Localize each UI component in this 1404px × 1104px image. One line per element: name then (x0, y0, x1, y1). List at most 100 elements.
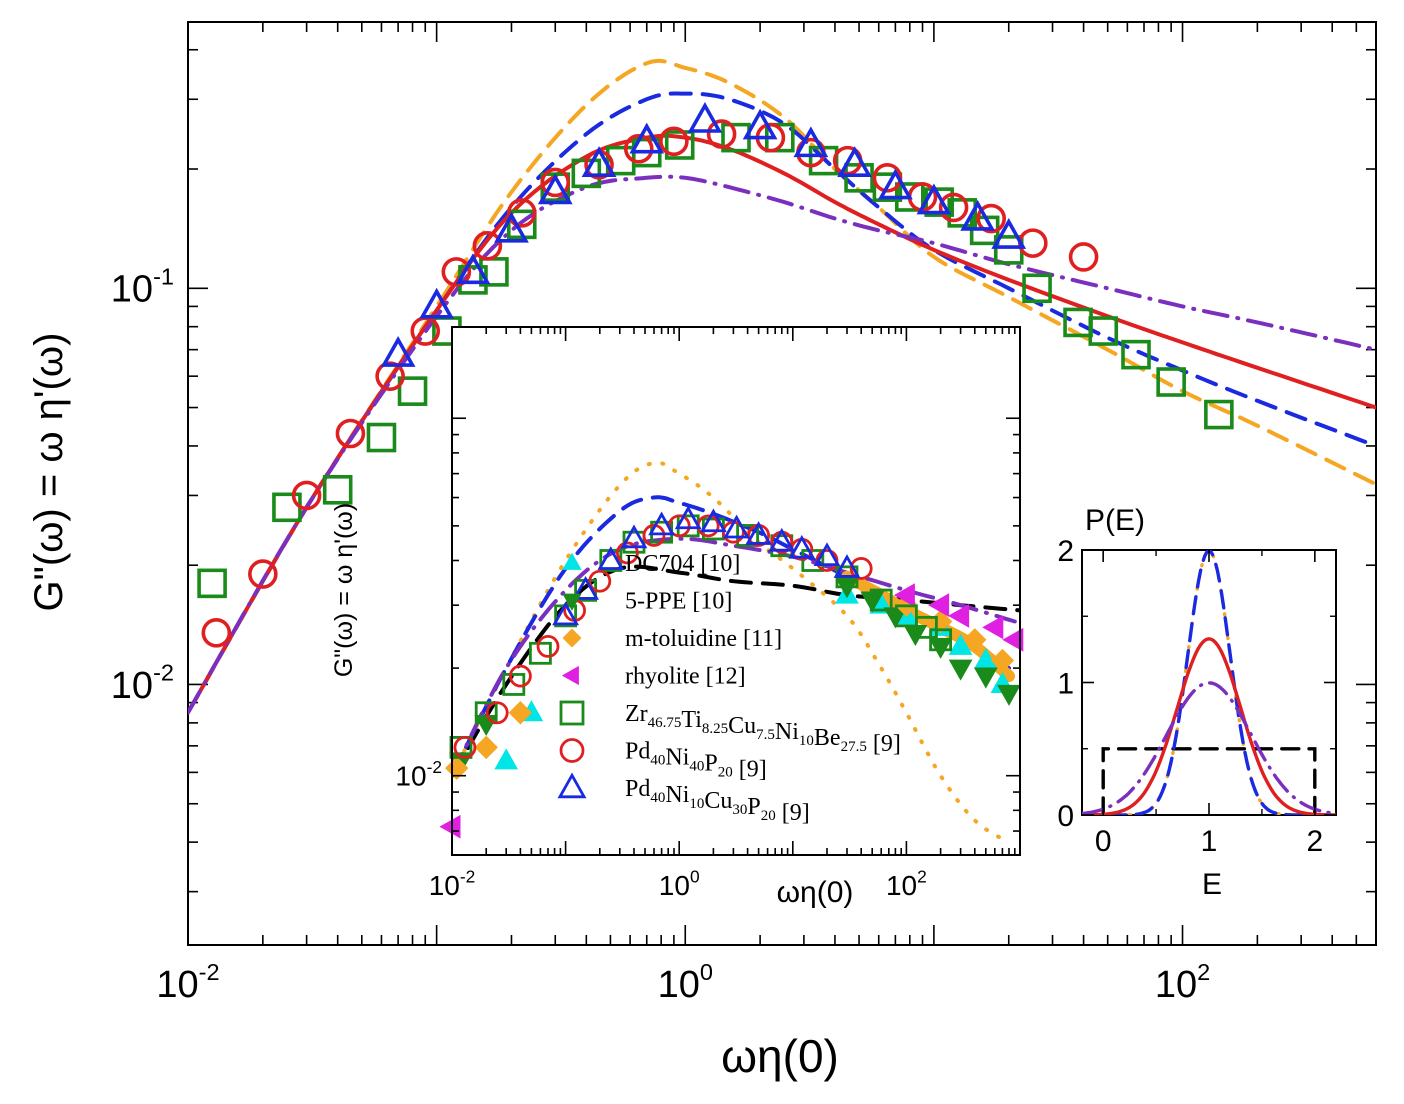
data-point (528, 641, 552, 665)
curve-dashdot-purple (1082, 681, 1336, 815)
curve-dashed-black (1101, 747, 1317, 815)
data-point (742, 108, 778, 140)
data-point (849, 557, 873, 580)
data-point (723, 514, 750, 539)
data-point (474, 735, 498, 760)
data-point (620, 524, 648, 549)
legend-marker (561, 665, 579, 686)
data-point (793, 126, 829, 158)
data-point (872, 172, 903, 202)
data-point (291, 480, 322, 511)
inset-left-legend: DC704 [10] 5-PPE [10] m-toluidine [11] rhyo… (557, 551, 901, 826)
data-point (494, 748, 519, 770)
data-point (877, 168, 913, 200)
x-tick-label: 2 (1306, 825, 1323, 858)
x-tick-label: 10-2 (429, 866, 476, 901)
data-point (813, 542, 841, 567)
data-point (915, 615, 938, 639)
legend-label: Zr46.75Ti8.25Cu7.5Ni10Be27.5 [9] (625, 701, 901, 757)
data-point (588, 569, 612, 593)
legend-marker (557, 772, 587, 799)
data-point (397, 376, 428, 406)
y-tick-label: 1 (1057, 668, 1074, 701)
data-point (1088, 316, 1119, 346)
data-point (648, 511, 676, 536)
data-point (1018, 228, 1048, 258)
legend-label: Pd40Ni40P20 [9] (625, 739, 767, 783)
x-tick-label: 100 (658, 959, 713, 1006)
data-point (893, 583, 915, 607)
main-frame (187, 21, 1377, 946)
x-tick-label: 100 (659, 866, 700, 901)
data-point (699, 508, 727, 533)
data-point (745, 521, 773, 545)
data-point (453, 735, 477, 759)
curve-solid-red (188, 133, 1376, 715)
curve-dashdot-purple (188, 174, 1376, 715)
inset-right-ylabel: P(E) (1085, 504, 1145, 537)
data-point (540, 167, 571, 198)
data-point (948, 633, 973, 655)
inset-right-curves (1082, 550, 1336, 815)
data-point (1068, 242, 1099, 272)
y-tick-label: 0 (1057, 800, 1074, 833)
data-point (335, 418, 366, 449)
inset-right-x-axis: 0 1 2 (1095, 550, 1323, 858)
data-point (997, 684, 1021, 706)
data-point (833, 554, 861, 578)
data-point (455, 253, 491, 285)
main-curves (188, 58, 1376, 715)
data-point (976, 203, 1006, 234)
data-point (928, 637, 953, 659)
inset-left-frame (451, 326, 1021, 856)
y-tick-label: 10-2 (111, 660, 174, 707)
legend-label: m-toluidine [11] (625, 626, 782, 652)
data-point (616, 541, 639, 565)
data-point (973, 667, 998, 689)
legend-marker (562, 628, 582, 648)
data-point (623, 133, 654, 164)
data-point (991, 218, 1027, 249)
data-point (439, 814, 461, 839)
x-tick-label: 102 (1155, 959, 1210, 1006)
data-point (597, 546, 625, 570)
data-point (1022, 273, 1052, 304)
series-triangle (552, 505, 861, 626)
data-point (869, 588, 893, 612)
data-point (248, 559, 278, 589)
curve-dashed-black (452, 564, 1020, 778)
data-point (916, 183, 952, 215)
legend-marker (562, 552, 582, 570)
inset-chart-left: 10-2 100 102 10-2 DC704 [10] 5-PPE [10] m-tolu… (395, 326, 1024, 901)
data-point (928, 593, 950, 618)
legend-marker (562, 593, 582, 611)
data-point (948, 659, 973, 681)
data-point (441, 257, 472, 287)
x-tick-label: 1 (1201, 825, 1218, 858)
data-point (419, 287, 455, 319)
legend-label: 5-PPE [10] (625, 589, 732, 615)
data-point (706, 119, 737, 149)
data-point (1121, 339, 1151, 370)
legend-label: Pd40Ni10Cu30P20 [9] (625, 776, 810, 826)
series-triangle-left-filled (439, 583, 1024, 839)
data-point (380, 336, 416, 367)
data-point (508, 664, 532, 688)
data-point (485, 701, 509, 725)
data-point (895, 604, 918, 628)
data-point (948, 604, 970, 628)
x-tick-label: 10-2 (156, 959, 219, 1006)
data-point (629, 122, 665, 154)
curve-dashdot-purple (452, 536, 1017, 778)
data-point (929, 628, 952, 652)
curve-dashed-orange (188, 58, 1376, 715)
data-point (960, 199, 996, 231)
legend-label: rhyolite [12] (625, 664, 746, 690)
data-point (508, 701, 533, 725)
data-point (963, 628, 987, 652)
data-point (1002, 627, 1024, 652)
inset-left-y-axis: 10-2 (395, 417, 1020, 856)
data-point (197, 568, 227, 599)
inset-left-x-axis: 10-2 100 102 (429, 327, 1021, 901)
data-point (990, 648, 1015, 673)
